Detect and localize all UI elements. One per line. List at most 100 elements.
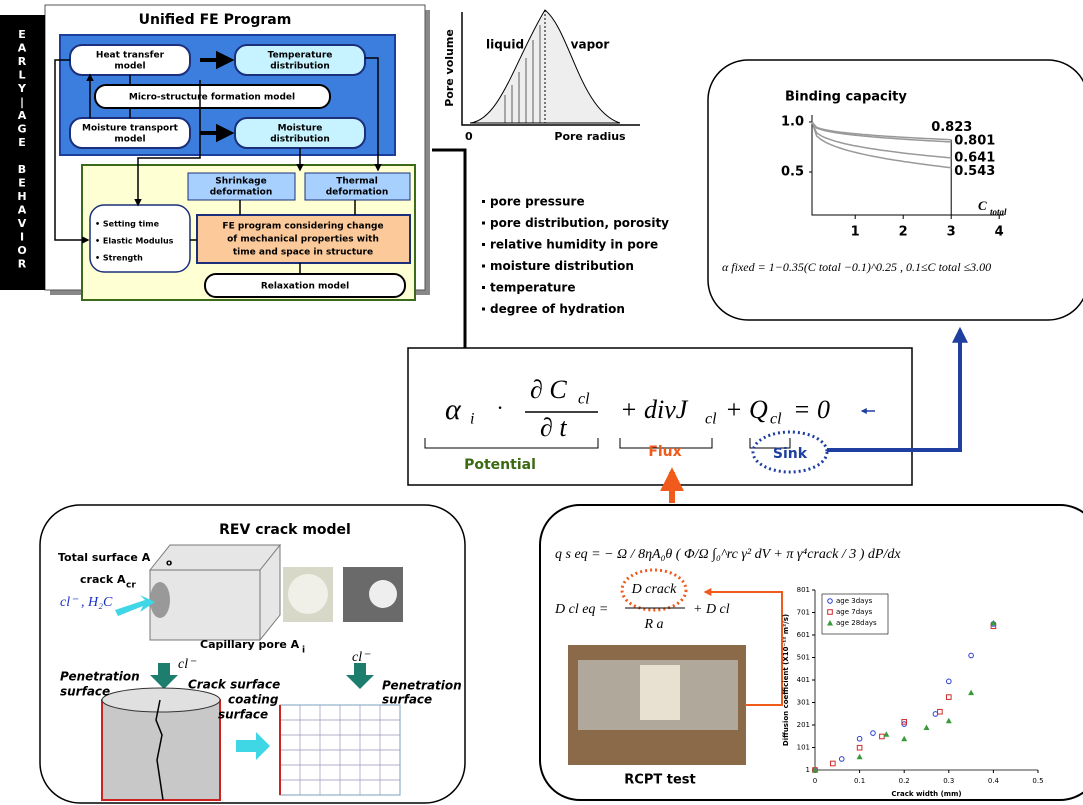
y-tick-label: 501 [797,654,810,662]
formula: D cl eq = [554,602,608,617]
y-tick-label: 801 [797,586,810,594]
y-tick-label: 301 [797,699,810,707]
region-label: liquid [486,38,524,52]
value-label: 0.801 [954,133,995,148]
box-label: Thermal [336,177,378,187]
x-tick-label: 1 [851,225,860,240]
label: Penetration [60,670,140,684]
factor: temperature [490,281,575,295]
y-axis-label: Diffusion coefficient (X10⁻¹² m²/s) [782,614,790,746]
box-label: • Setting time [95,220,160,229]
axis-label: C [978,198,987,213]
box-label: • Strength [95,254,143,263]
box-label: Moisture transport [82,124,179,134]
bullet [482,308,485,311]
box-label: • Elastic Modulus [95,237,174,246]
label: cl⁻ , H₂C [60,595,113,610]
box-label: Temperature [268,51,333,61]
formula: q s eq = − Ω / 8ηA₀θ ( Φ/Ω ∫₀^rc γ² dV +… [555,547,901,562]
label: i [302,646,305,656]
page: EARLY|AGE BEHAVIOR Unified FE Program He… [0,0,1083,805]
side-label: EARLY|AGE BEHAVIOR [16,28,29,271]
label: o [166,559,172,569]
label: coating [228,693,279,707]
legend-label: age 7days [836,608,873,616]
y-tick-label: 701 [797,609,810,617]
x-tick-label: 0 [813,777,817,785]
factor: moisture distribution [490,259,634,273]
eq-part: = 0 [793,395,830,424]
label: crack A [80,573,126,586]
bullet [482,200,485,203]
box-label: model [114,135,145,145]
term-label: Flux [648,444,681,460]
eq-part: cl [705,411,717,428]
legend-label: age 28days [836,619,877,627]
label: cr [126,581,136,591]
x-tick-label: 2 [899,225,908,240]
box-label: model [114,62,145,72]
box-label: FE program considering change [222,222,383,232]
x-tick-label: 0.1 [854,777,865,785]
x-tick-label: 0.4 [988,777,1000,785]
label: Crack surface [188,678,280,692]
label: Penetration [382,679,462,693]
y-tick-label: 1 [806,766,810,774]
bullet [482,265,485,268]
fe-title: Unified FE Program [139,12,292,28]
eq-part: cl [770,411,782,428]
axis-label: total [990,207,1007,217]
label: Total surface A [58,551,151,564]
eq-part: ∂ t [540,413,567,442]
x-axis-label: Crack width (mm) [891,790,961,798]
eq-part: i [470,411,474,428]
y-tick-label: 1.0 [781,115,804,130]
pore-chart: Pore volume 0 Pore radius liquid vapor [443,10,640,143]
box-label: distribution [270,135,330,145]
box-label: deformation [326,188,389,198]
label: cl⁻ [352,650,371,665]
box-label: time and space in structure [233,248,373,258]
caption: RCPT test [624,773,695,788]
factor-list: pore pressure pore distribution, porosity… [482,195,669,317]
panel-title: REV crack model [219,522,351,538]
label: Capillary pore A [200,638,300,651]
factor: pore distribution, porosity [490,216,669,230]
value-label: 0.543 [954,164,995,179]
bullet [482,243,485,246]
eq-part: + divJ [620,395,689,424]
eq-part: ∂ C [530,375,567,404]
x-tick-label: 3 [947,225,956,240]
eq-part: α [445,393,462,426]
term-label: Potential [464,457,536,473]
box-label: Relaxation model [261,282,349,292]
formula: D crack [631,582,677,597]
box-label: Shrinkage [215,177,266,187]
y-tick-label: 0.5 [781,165,804,180]
box-label: Heat transfer [96,51,165,61]
chart-title: Binding capacity [785,90,907,105]
factor: pore pressure [490,195,585,209]
box-label: distribution [270,62,330,72]
box-label: deformation [210,188,273,198]
eq-part: + Q [725,395,768,424]
legend-label: age 3days [836,597,873,605]
axis-origin: 0 [465,130,473,143]
formula: α fixed = 1−0.35(C total −0.1)^0.25 , 0.… [722,260,991,274]
y-tick-label: 201 [797,721,810,729]
bullet [482,286,485,289]
box-label: of mechanical properties with [227,235,379,245]
y-tick-label: 401 [797,676,810,684]
formula: R a [643,617,663,632]
x-tick-label: 4 [995,225,1004,240]
region-label: vapor [571,38,610,52]
y-tick-label: 601 [797,631,810,639]
axis-label: Pore volume [443,29,456,107]
box-label: Micro-structure formation model [129,93,295,103]
x-tick-label: 0.5 [1032,777,1043,785]
label: surface [218,708,268,722]
factor: degree of hydration [490,302,625,316]
formula: + D cl [693,602,730,617]
label: cl⁻ [178,657,197,672]
eq-part: cl [578,391,590,408]
